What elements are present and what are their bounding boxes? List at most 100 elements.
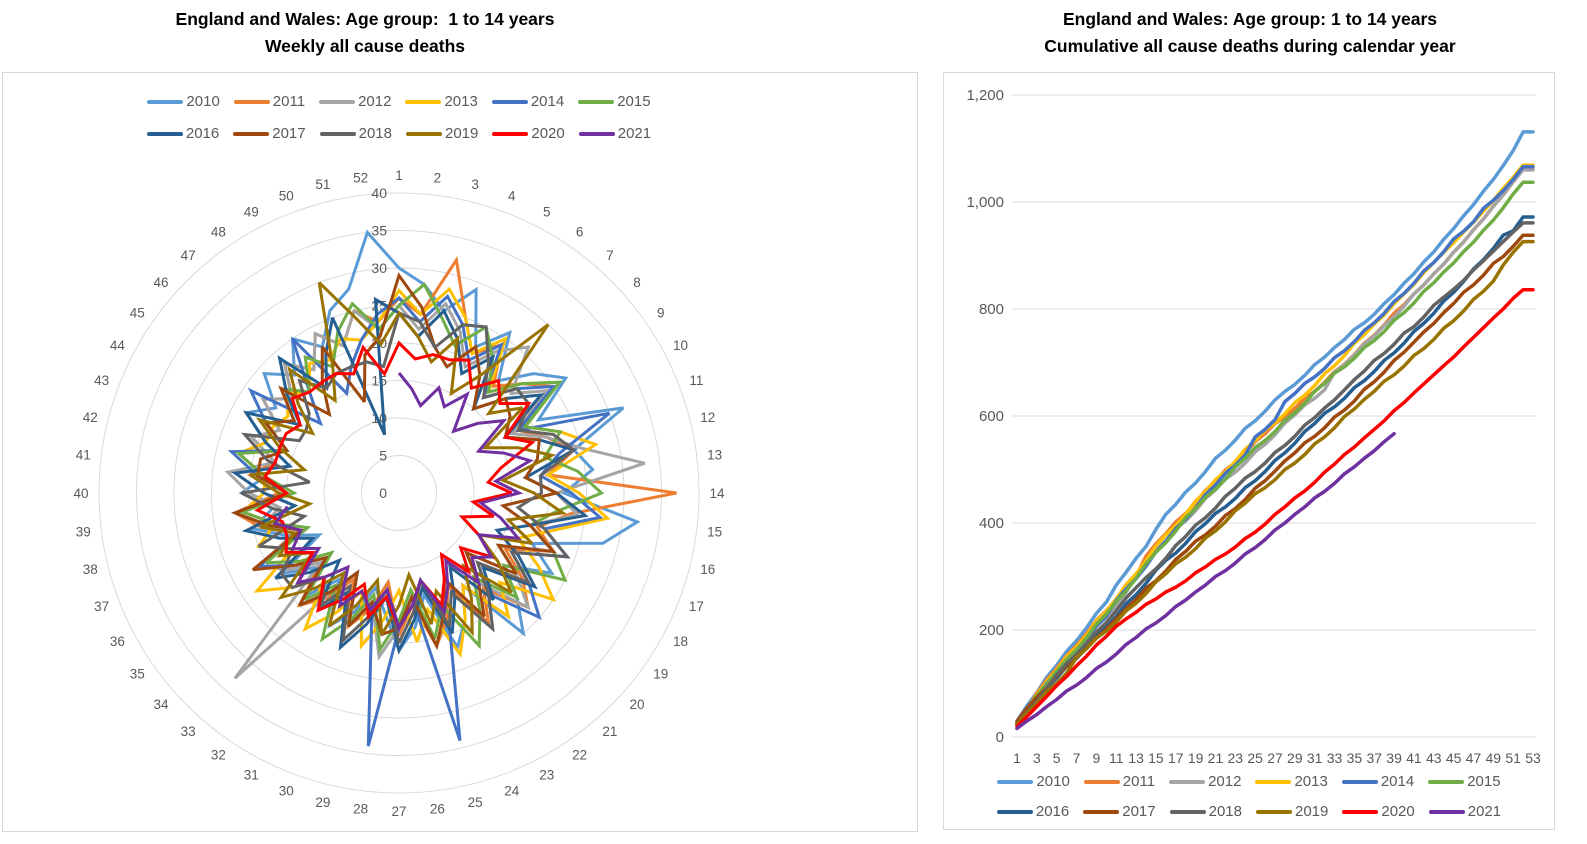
right-chart-title: England and Wales: Age group: 1 to 14 ye… xyxy=(930,6,1570,60)
cumulative-series-line-2021 xyxy=(1015,431,1396,731)
x-axis-label-week-49: 49 xyxy=(1486,750,1502,766)
legend-swatch-2016 xyxy=(146,131,183,136)
radar-week-label-44: 44 xyxy=(110,338,126,353)
right-chart-title-line1: England and Wales: Age group: 1 to 14 ye… xyxy=(1062,9,1438,29)
legend-label-2019: 2019 xyxy=(1295,803,1329,820)
legend-item-2011: 2011 xyxy=(233,93,305,110)
radar-week-label-16: 16 xyxy=(700,562,715,577)
radar-radial-axis-label-15: 15 xyxy=(371,373,387,389)
x-axis-label-week-19: 19 xyxy=(1188,750,1204,766)
radar-week-label-6: 6 xyxy=(576,224,584,239)
legend-item-2020: 2020 xyxy=(492,125,565,142)
left-chart-title: England and Wales: Age group: 1 to 14 ye… xyxy=(40,6,690,60)
cumulative-line-chart-panel: 0 200 400 600 800 1,000 1,200 1 3 5 7 9 11 13 15 17 19 21… xyxy=(943,72,1555,830)
radar-week-label-43: 43 xyxy=(94,373,109,388)
radar-week-label-37: 37 xyxy=(94,599,109,614)
radar-week-label-5: 5 xyxy=(543,204,551,219)
radar-legend-row-1: 2010 2011 2012 2013 2014 2015 xyxy=(79,93,719,110)
radar-radial-axis-label-0: 0 xyxy=(379,485,387,501)
radar-week-label-11: 11 xyxy=(689,373,703,388)
legend-label-2010: 2010 xyxy=(186,93,220,110)
radar-week-label-34: 34 xyxy=(153,697,169,712)
legend-swatch-2010 xyxy=(997,779,1034,784)
legend-swatch-2012 xyxy=(319,99,356,104)
legend-swatch-2014 xyxy=(491,99,528,104)
radar-week-label-35: 35 xyxy=(130,667,145,682)
radar-week-label-49: 49 xyxy=(244,204,259,219)
right-chart-title-line2: Cumulative all cause deaths during calen… xyxy=(1044,36,1456,56)
x-axis-label-week-53: 53 xyxy=(1525,750,1541,766)
x-axis-label-week-5: 5 xyxy=(1053,750,1061,766)
line-legend-row-1: 2010 2011 2012 2013 2014 2015 xyxy=(944,773,1554,790)
legend-item-2010: 2010 xyxy=(147,93,220,110)
cumulative-series-line-2018 xyxy=(1015,221,1535,726)
radar-week-label-52: 52 xyxy=(353,170,368,185)
left-chart-title-line1: England and Wales: Age group: 1 to 14 ye… xyxy=(175,9,555,29)
x-axis-label-week-41: 41 xyxy=(1406,750,1422,766)
radar-week-label-19: 19 xyxy=(653,667,668,682)
radar-week-label-23: 23 xyxy=(539,768,554,783)
radar-week-label-48: 48 xyxy=(211,224,226,239)
cumulative-series-line-2015 xyxy=(1015,180,1535,726)
legend-swatch-2011 xyxy=(233,99,270,104)
radar-week-label-28: 28 xyxy=(353,802,368,817)
x-axis-label-week-43: 43 xyxy=(1426,750,1442,766)
x-axis-label-week-25: 25 xyxy=(1247,750,1263,766)
left-chart-title-line2: Weekly all cause deaths xyxy=(264,36,466,56)
legend-item-2018: 2018 xyxy=(319,125,392,142)
radar-week-label-46: 46 xyxy=(153,275,168,290)
legend-label-2012: 2012 xyxy=(1208,773,1242,790)
radar-week-label-26: 26 xyxy=(430,802,445,817)
legend-item-2013: 2013 xyxy=(1255,773,1328,790)
legend-swatch-2017 xyxy=(1083,809,1120,814)
radar-series-line-2018 xyxy=(240,310,577,645)
radar-week-label-38: 38 xyxy=(83,562,98,577)
radar-week-label-50: 50 xyxy=(279,189,294,204)
legend-label-2019: 2019 xyxy=(445,125,479,142)
radar-week-label-18: 18 xyxy=(673,634,688,649)
legend-item-2012: 2012 xyxy=(1169,773,1241,790)
x-axis-label-week-33: 33 xyxy=(1327,750,1343,766)
legend-label-2014: 2014 xyxy=(530,93,565,110)
radar-week-label-3: 3 xyxy=(471,177,479,192)
radar-week-label-22: 22 xyxy=(572,748,587,763)
x-axis-label-week-13: 13 xyxy=(1128,750,1144,766)
x-axis-label-week-51: 51 xyxy=(1505,750,1521,766)
radar-series-line-2016 xyxy=(231,296,589,655)
radar-legend-row-2: 2016 2017 2018 2019 2020 2021 xyxy=(79,125,719,142)
y-axis-label-0: 0 xyxy=(996,729,1004,746)
radar-gridline-ring-35 xyxy=(136,230,662,756)
cumulative-series-line-2019 xyxy=(1015,239,1535,726)
x-axis-label-week-47: 47 xyxy=(1466,750,1482,766)
legend-label-2020: 2020 xyxy=(1381,803,1415,820)
radar-week-label-20: 20 xyxy=(630,697,645,712)
legend-item-2013: 2013 xyxy=(405,93,478,110)
radar-week-label-33: 33 xyxy=(181,724,196,739)
cumulative-series-line-2020 xyxy=(1015,287,1535,729)
legend-swatch-2020 xyxy=(1342,809,1379,814)
legend-label-2014: 2014 xyxy=(1380,773,1415,790)
legend-swatch-2014 xyxy=(1341,779,1378,784)
legend-swatch-2021 xyxy=(1428,809,1465,814)
legend-item-2019: 2019 xyxy=(1256,803,1328,820)
x-axis-label-week-31: 31 xyxy=(1307,750,1323,766)
legend-label-2021: 2021 xyxy=(617,125,652,142)
x-axis-label-week-3: 3 xyxy=(1033,750,1041,766)
radar-week-label-47: 47 xyxy=(181,248,196,263)
x-axis-label-week-35: 35 xyxy=(1347,750,1363,766)
radar-week-label-42: 42 xyxy=(83,410,98,425)
x-axis-label-week-17: 17 xyxy=(1168,750,1184,766)
weekly-radar-chart-panel: 2010 2011 2012 2013 2014 2015 2016 2017 2018 201… xyxy=(2,72,918,832)
legend-label-2021: 2021 xyxy=(1467,803,1502,820)
legend-item-2012: 2012 xyxy=(319,93,391,110)
legend-swatch-2018 xyxy=(319,131,356,136)
legend-item-2015: 2015 xyxy=(1428,773,1501,790)
radar-week-label-10: 10 xyxy=(673,338,688,353)
legend-item-2015: 2015 xyxy=(578,93,651,110)
legend-item-2021: 2021 xyxy=(578,125,652,142)
legend-item-2021: 2021 xyxy=(1428,803,1502,820)
radar-week-label-7: 7 xyxy=(606,248,614,263)
legend-label-2016: 2016 xyxy=(1035,803,1070,820)
